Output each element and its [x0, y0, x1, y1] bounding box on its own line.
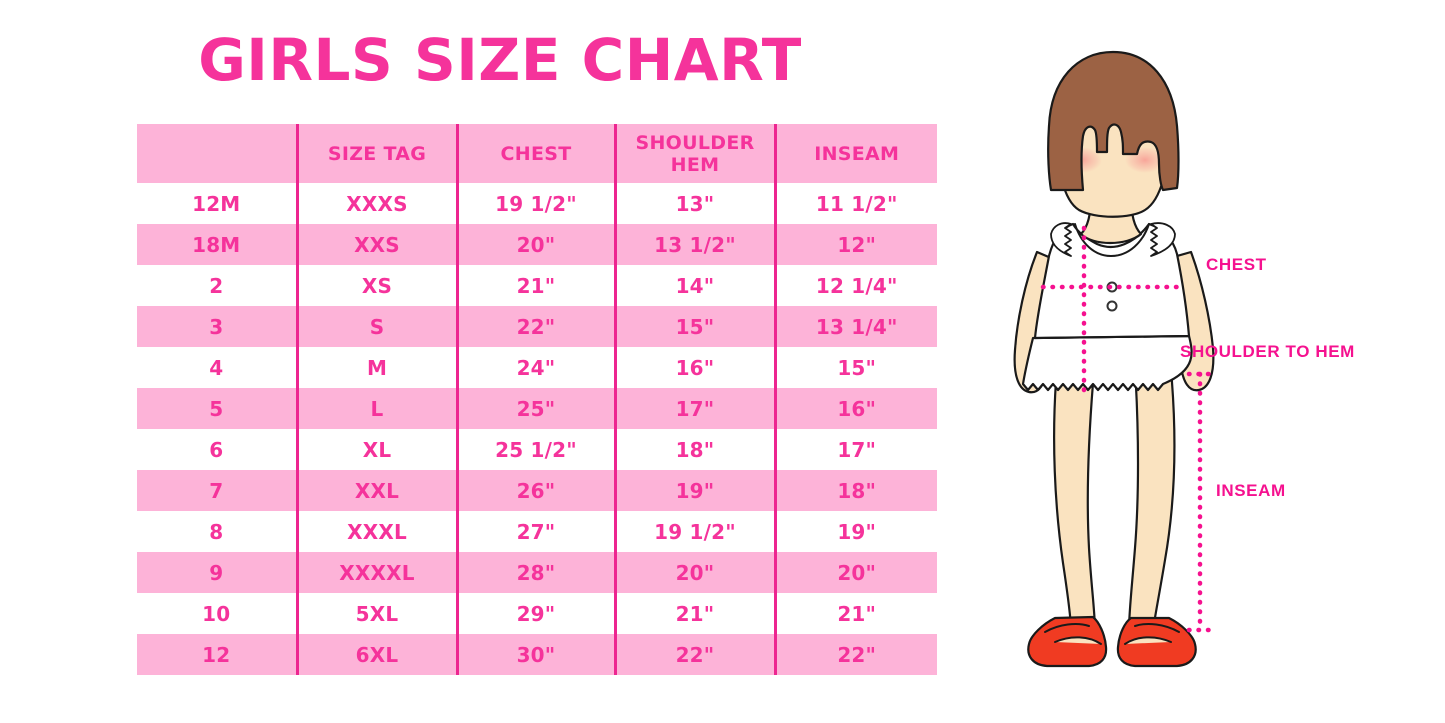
legs-shape: [1053, 366, 1176, 632]
cell-shoulder-hem: 13 1/2": [613, 224, 775, 265]
cell-size: 7: [137, 470, 297, 511]
table-row: 6 XL 25 1/2" 18" 17": [137, 429, 937, 470]
cell-size: 8: [137, 511, 297, 552]
cell-chest: 29": [455, 593, 615, 634]
cell-chest: 27": [455, 511, 615, 552]
cell-size-tag: XXL: [295, 470, 457, 511]
cell-size: 2: [137, 265, 297, 306]
cell-chest: 20": [455, 224, 615, 265]
cell-size-tag: XL: [295, 429, 457, 470]
page-title: GIRLS SIZE CHART: [198, 26, 802, 94]
table-header-row: SIZE TAG CHEST SHOULDER HEM INSEAM: [137, 124, 937, 183]
column-header-inseam: INSEAM: [773, 124, 937, 183]
cell-size: 9: [137, 552, 297, 593]
cell-inseam: 22": [773, 634, 937, 675]
cell-inseam: 17": [773, 429, 937, 470]
table-row: 3 S 22" 15" 13 1/4": [137, 306, 937, 347]
cell-chest: 26": [455, 470, 615, 511]
cell-size-tag: 5XL: [295, 593, 457, 634]
cell-size-tag: XXXL: [295, 511, 457, 552]
chest-label: CHEST: [1206, 255, 1267, 274]
cell-chest: 21": [455, 265, 615, 306]
column-header-blank: [137, 124, 297, 183]
cell-shoulder-hem: 14": [613, 265, 775, 306]
table-row: 18M XXS 20" 13 1/2" 12": [137, 224, 937, 265]
cell-inseam: 20": [773, 552, 937, 593]
girl-figure-illustration: [985, 38, 1255, 678]
cell-size-tag: XXXXL: [295, 552, 457, 593]
cell-inseam: 21": [773, 593, 937, 634]
table-row: 9 XXXXL 28" 20" 20": [137, 552, 937, 593]
cell-shoulder-hem: 20": [613, 552, 775, 593]
table-row: 5 L 25" 17" 16": [137, 388, 937, 429]
table-row: 2 XS 21" 14" 12 1/4": [137, 265, 937, 306]
table-row: 8 XXXL 27" 19 1/2" 19": [137, 511, 937, 552]
table-row: 12M XXXS 19 1/2" 13" 11 1/2": [137, 183, 937, 224]
cell-shoulder-hem: 19 1/2": [613, 511, 775, 552]
cell-inseam: 19": [773, 511, 937, 552]
cell-chest: 30": [455, 634, 615, 675]
cell-chest: 24": [455, 347, 615, 388]
cell-chest: 25": [455, 388, 615, 429]
column-header-size-tag: SIZE TAG: [295, 124, 457, 183]
cell-size: 12M: [137, 183, 297, 224]
cell-size: 12: [137, 634, 297, 675]
cell-size: 3: [137, 306, 297, 347]
inseam-label: INSEAM: [1216, 481, 1286, 500]
shoes-shape: [1027, 615, 1197, 668]
cell-chest: 25 1/2": [455, 429, 615, 470]
cell-chest: 22": [455, 306, 615, 347]
cell-inseam: 16": [773, 388, 937, 429]
cell-inseam: 11 1/2": [773, 183, 937, 224]
cell-chest: 19 1/2": [455, 183, 615, 224]
cell-size-tag: 6XL: [295, 634, 457, 675]
cell-inseam: 13 1/4": [773, 306, 937, 347]
cell-shoulder-hem: 15": [613, 306, 775, 347]
cell-size: 6: [137, 429, 297, 470]
table-body: 12M XXXS 19 1/2" 13" 11 1/2" 18M XXS 20" 13 1/2"…: [137, 183, 937, 675]
cell-size: 5: [137, 388, 297, 429]
cell-shoulder-hem: 16": [613, 347, 775, 388]
cell-shoulder-hem: 13": [613, 183, 775, 224]
cell-size-tag: XXXS: [295, 183, 457, 224]
cell-inseam: 18": [773, 470, 937, 511]
column-header-chest: CHEST: [455, 124, 615, 183]
table-row: 12 6XL 30" 22" 22": [137, 634, 937, 675]
cell-shoulder-hem: 21": [613, 593, 775, 634]
cell-size-tag: M: [295, 347, 457, 388]
cell-inseam: 12 1/4": [773, 265, 937, 306]
cell-size-tag: S: [295, 306, 457, 347]
cell-size: 18M: [137, 224, 297, 265]
cell-shoulder-hem: 19": [613, 470, 775, 511]
cell-size-tag: L: [295, 388, 457, 429]
cell-size-tag: XXS: [295, 224, 457, 265]
top-shape: [1033, 222, 1191, 340]
shoulder-to-hem-label: SHOULDER TO HEM: [1180, 342, 1355, 361]
cell-chest: 28": [455, 552, 615, 593]
table-row: 7 XXL 26" 19" 18": [137, 470, 937, 511]
cell-inseam: 15": [773, 347, 937, 388]
cell-size-tag: XS: [295, 265, 457, 306]
hair-shape: [1047, 50, 1180, 192]
skirt-shape: [1021, 334, 1193, 392]
table-row: 4 M 24" 16" 15": [137, 347, 937, 388]
cell-shoulder-hem: 17": [613, 388, 775, 429]
table-row: 10 5XL 29" 21" 21": [137, 593, 937, 634]
column-header-shoulder-hem: SHOULDER HEM: [613, 124, 775, 183]
cell-shoulder-hem: 18": [613, 429, 775, 470]
cell-shoulder-hem: 22": [613, 634, 775, 675]
table-header: SIZE TAG CHEST SHOULDER HEM INSEAM: [137, 124, 937, 183]
cell-size: 4: [137, 347, 297, 388]
size-chart-table: SIZE TAG CHEST SHOULDER HEM INSEAM 12M XX…: [137, 124, 937, 675]
cell-inseam: 12": [773, 224, 937, 265]
cell-size: 10: [137, 593, 297, 634]
